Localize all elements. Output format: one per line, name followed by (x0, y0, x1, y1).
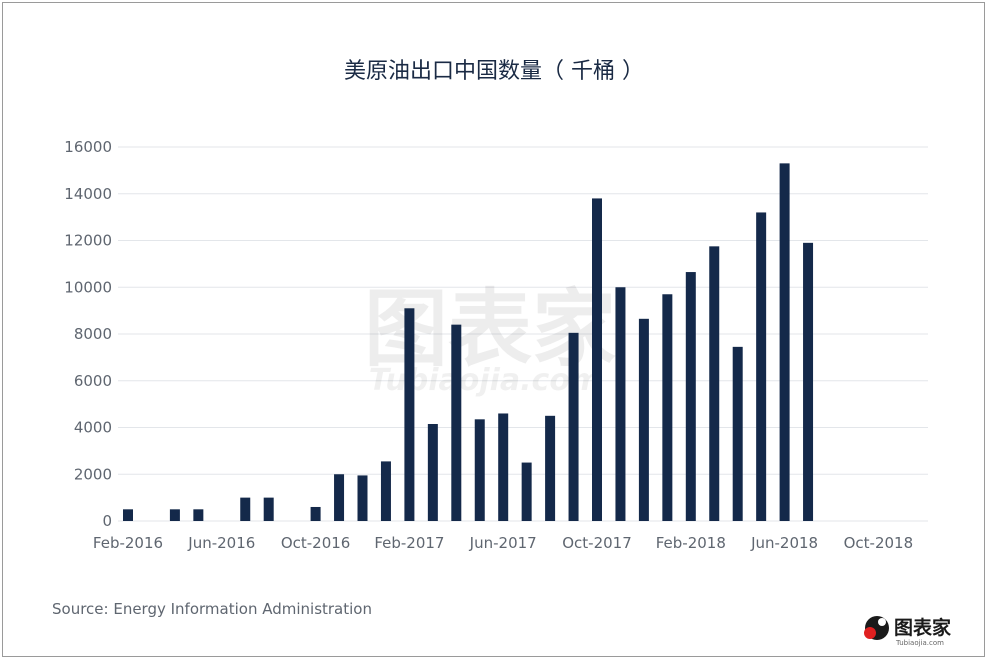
bar (427, 423, 438, 521)
y-tick-label: 10000 (64, 278, 112, 296)
bar (334, 474, 345, 521)
y-tick-label: 8000 (74, 325, 112, 343)
bar (169, 509, 180, 521)
bar (568, 332, 579, 521)
x-tick-label: Jun-2018 (750, 534, 818, 552)
chart-title: 美原油出口中国数量（ 千桶 ） (344, 59, 644, 84)
bar (404, 308, 415, 521)
source-note: Source: Energy Information Administratio… (52, 600, 372, 618)
y-tick-label: 16000 (64, 138, 112, 156)
bar (357, 475, 368, 521)
bar (638, 318, 649, 521)
x-tick-label: Oct-2016 (281, 534, 351, 552)
x-tick-label: Jun-2016 (187, 534, 255, 552)
bar (521, 462, 532, 521)
bar (592, 198, 602, 522)
bar (545, 415, 556, 521)
bar (756, 212, 767, 521)
bar (803, 242, 814, 521)
bar (685, 272, 696, 521)
x-tick-label: Jun-2017 (469, 534, 537, 552)
bar (451, 324, 462, 521)
y-tick-label: 12000 (64, 232, 112, 250)
bar (474, 419, 485, 521)
bar (498, 413, 509, 521)
logo: 图表家 Tubiaojia.com (864, 616, 952, 647)
x-tick-label: Feb-2018 (656, 534, 726, 552)
x-tick-label: Oct-2017 (562, 534, 632, 552)
x-tick-label: Oct-2018 (844, 534, 914, 552)
x-tick-label: Feb-2017 (374, 534, 444, 552)
gridlines (118, 146, 928, 522)
logo-sub: Tubiaojia.com (895, 639, 944, 647)
logo-text: 图表家 (894, 616, 952, 639)
y-tick-label: 4000 (74, 419, 112, 437)
y-tick-label: 6000 (74, 372, 112, 390)
y-axis: 0 2000 4000 6000 8000 10000 12000 14000 16000 (64, 138, 112, 530)
bar (380, 461, 391, 521)
bar (240, 497, 251, 521)
bar (732, 346, 743, 521)
bar (779, 163, 790, 522)
bar (193, 509, 204, 521)
bar (709, 246, 720, 521)
logo-icon (864, 616, 889, 640)
watermark-en: Tubiaojia.com (369, 363, 601, 398)
bar (615, 287, 626, 521)
bar (263, 497, 274, 521)
y-tick-label: 0 (102, 512, 112, 530)
bar (662, 294, 673, 521)
x-axis: Feb-2016 Jun-2016 Oct-2016 Feb-2017 Jun-2017… (93, 534, 913, 552)
bar (310, 506, 321, 521)
x-tick-label: Feb-2016 (93, 534, 163, 552)
bars (123, 163, 814, 522)
y-tick-label: 2000 (74, 465, 112, 483)
bar (123, 509, 133, 521)
y-tick-label: 14000 (64, 185, 112, 203)
